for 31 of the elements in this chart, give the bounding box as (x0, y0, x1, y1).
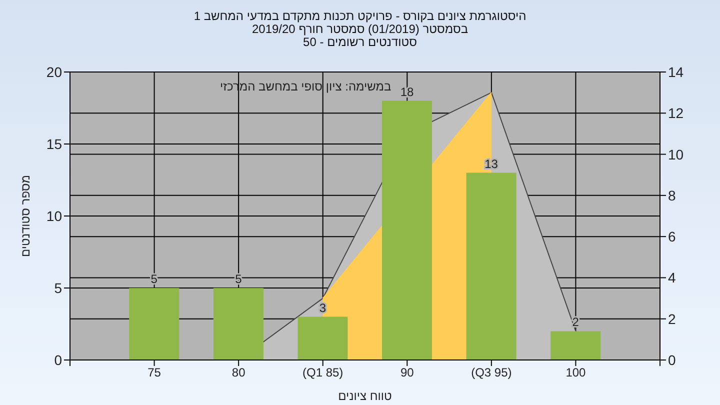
y2-tick-label: 12 (668, 105, 684, 122)
x-tick-label: (Q3 95) (471, 366, 512, 380)
y2-tick-label: 0 (668, 352, 676, 368)
chart-title: היסטוגרמת ציונים בקורס - פרויקט תכנות מתקדם במדעי המחשב 1 (192, 9, 528, 23)
y-axis-title: מספר סטודנטים (18, 174, 32, 258)
y2-tick-label: 8 (668, 187, 676, 204)
y-tick-label: 0 (54, 352, 62, 368)
x-tick-label: (Q1 85) (302, 366, 344, 380)
bar (382, 100, 432, 360)
y2-tick-label: 10 (668, 146, 684, 162)
y2-tick-label: 2 (668, 310, 676, 327)
x-tick-label: 100 (566, 366, 586, 380)
data-label: 13 (484, 156, 498, 171)
y-tick-label: 5 (54, 280, 62, 296)
bar (466, 172, 516, 360)
bar (298, 316, 348, 360)
bar (213, 288, 264, 360)
x-axis-title: טווח ציונים (338, 389, 392, 403)
y2-tick-label: 4 (668, 270, 676, 286)
x-tick-label: 75 (148, 366, 162, 380)
y-tick-label: 10 (46, 208, 62, 224)
x-tick-label: 90 (400, 366, 414, 380)
x-tick-label: 80 (232, 366, 246, 380)
data-label: 3 (319, 300, 326, 315)
y2-tick-label: 14 (668, 64, 684, 80)
y-tick-label: 15 (46, 136, 62, 152)
chart-subtitle: בסמסטר (01/2019) סמסטר חורף 2019/20 סטודנטים רשומים - 50 (250, 22, 470, 49)
bar (550, 331, 601, 360)
y2-tick-label: 6 (668, 228, 676, 245)
bar (129, 288, 180, 360)
y-tick-label: 20 (46, 64, 62, 80)
